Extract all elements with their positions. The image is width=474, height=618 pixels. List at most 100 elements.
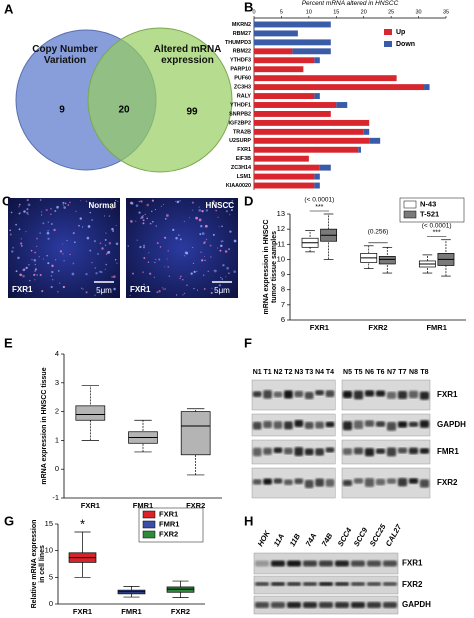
blot-band xyxy=(397,390,408,400)
speckle xyxy=(221,225,223,228)
lane-label: N2 xyxy=(274,369,283,376)
bar xyxy=(254,30,298,37)
blot-band xyxy=(353,447,364,455)
speckle xyxy=(231,209,233,212)
speckle xyxy=(36,274,38,276)
speckle xyxy=(196,270,198,273)
y-tick-label: -1 xyxy=(52,493,59,502)
speckle xyxy=(59,282,61,284)
speckle xyxy=(192,246,194,249)
speckle xyxy=(71,272,75,276)
lane-label: N6 xyxy=(365,369,374,376)
speckle xyxy=(233,239,237,243)
speckle xyxy=(138,200,140,203)
speckle xyxy=(41,290,44,293)
speckle xyxy=(103,215,105,217)
speckle xyxy=(54,210,57,213)
speckle xyxy=(30,249,33,252)
panel-label: C xyxy=(2,193,12,208)
speckle xyxy=(127,245,130,247)
bar xyxy=(369,137,381,144)
speckle xyxy=(142,215,144,217)
y-axis-label-group: mRNA expression in HNSCC tumor tissue sa… xyxy=(263,219,278,314)
speckle xyxy=(214,204,217,207)
speckle xyxy=(94,294,96,296)
speckle xyxy=(220,244,223,248)
speckle xyxy=(225,210,229,213)
speckle xyxy=(62,204,65,206)
speckle xyxy=(213,270,215,272)
speckle xyxy=(95,272,98,275)
y-tick-label: 2 xyxy=(55,407,59,416)
blot-band xyxy=(304,421,314,429)
bar xyxy=(254,75,397,82)
y-tick-label: YTHDF3 xyxy=(230,58,251,64)
blot-band xyxy=(351,602,365,608)
lane-label: SCC4 xyxy=(336,525,354,548)
blot-band xyxy=(287,602,301,608)
speckle xyxy=(226,266,230,270)
blot-band xyxy=(284,479,293,485)
speckle xyxy=(182,294,184,296)
x-tick-label: FXR1 xyxy=(81,501,100,510)
blot-band xyxy=(315,478,324,487)
speckle xyxy=(97,253,99,255)
micrograph xyxy=(126,198,238,298)
speckle xyxy=(186,284,188,286)
speckle xyxy=(167,250,169,252)
legend-label: Up xyxy=(396,29,405,36)
speckle xyxy=(86,236,90,240)
x-tick-label: FXR2 xyxy=(171,607,190,616)
blot-band xyxy=(419,420,430,428)
speckle xyxy=(47,230,49,232)
x-tick-label: 5 xyxy=(280,9,283,15)
row-label: FXR2 xyxy=(402,580,423,589)
bar xyxy=(254,155,309,162)
lane-label: N7 xyxy=(387,369,396,376)
speckle xyxy=(143,257,146,260)
speckle xyxy=(218,226,220,228)
blot-band xyxy=(252,391,262,397)
speckle xyxy=(140,200,143,203)
speckle xyxy=(218,284,222,287)
legend-swatch xyxy=(403,210,417,219)
bar xyxy=(254,182,315,189)
speckle xyxy=(222,264,225,267)
speckle xyxy=(9,233,12,236)
blot-band xyxy=(397,478,408,487)
blot-band xyxy=(397,421,408,428)
speckle xyxy=(155,258,157,261)
speckle xyxy=(45,208,48,212)
lane-label: N3 xyxy=(294,369,303,376)
speckle xyxy=(19,242,23,245)
venn-count: 99 xyxy=(186,107,198,118)
venn-circle xyxy=(87,27,233,173)
blot-band xyxy=(364,390,375,397)
bar xyxy=(254,48,293,55)
panel-label: H xyxy=(244,513,253,528)
speckle xyxy=(205,238,208,241)
lane-label: T8 xyxy=(420,369,428,376)
speckle xyxy=(147,261,150,264)
legend-swatch xyxy=(384,41,392,47)
speckle xyxy=(204,259,206,262)
blot-band xyxy=(408,447,419,455)
speckle xyxy=(228,272,230,275)
y-tick-label: 1 xyxy=(55,435,59,444)
speckle xyxy=(221,278,224,280)
speckle xyxy=(201,259,204,262)
y-tick-label: U2SURP xyxy=(229,138,251,144)
y-axis-label-group: mRNA expression in HNSCC tissue xyxy=(41,367,48,484)
x-tick-label: 0 xyxy=(252,9,255,15)
speckle xyxy=(47,237,50,240)
speckle xyxy=(63,260,65,262)
blot-band xyxy=(375,390,386,397)
bar xyxy=(254,173,315,180)
speckle xyxy=(164,288,166,290)
blot-band xyxy=(408,390,419,399)
speckle xyxy=(46,231,50,235)
speckle xyxy=(82,288,84,290)
speckle xyxy=(185,251,189,255)
speckle xyxy=(80,200,82,202)
bar xyxy=(314,93,320,100)
